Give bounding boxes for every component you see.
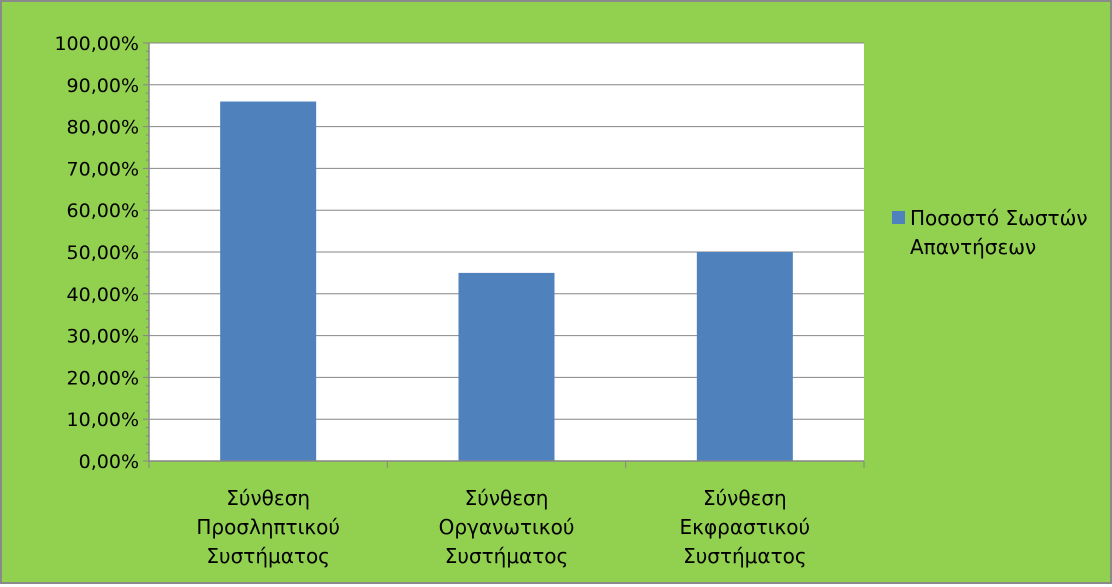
x-category-label: Σύνθεση Οργανωτικού Συστήματος [439,486,575,568]
x-category-label: Σύνθεση Προσληπτικού Συστήματος [196,486,340,568]
y-tick-label: 0,00% [79,451,139,473]
y-tick-label: 100,00% [54,33,139,55]
y-tick-label: 90,00% [67,75,139,97]
bar [220,101,317,462]
y-tick-label: 40,00% [67,284,139,306]
bar [696,252,793,461]
legend-swatch [892,211,905,224]
x-axis-tick-labels: Σύνθεση Προσληπτικού Συστήματος Σύνθεση Οργα… [196,486,810,568]
y-tick-label: 20,00% [67,367,139,389]
y-tick-label: 50,00% [67,242,139,264]
legend-label: Ποσοστό Σωστών Απαντήσεων [910,206,1088,259]
y-tick-label: 10,00% [67,409,139,431]
axes [143,42,865,468]
y-tick-label: 70,00% [67,158,139,180]
y-tick-label: 30,00% [67,326,139,348]
bar [458,272,555,461]
y-axis-tick-labels: 0,00% 10,00% 20,00% 30,00% 40,00% 50,00% 60,00… [54,33,139,473]
x-category-label: Σύνθεση Εκφραστικού Συστήματος [680,486,811,568]
y-tick-label: 80,00% [67,117,139,139]
legend: Ποσοστό Σωστών Απαντήσεων [892,206,1088,259]
bars [220,101,793,462]
y-tick-label: 60,00% [67,200,139,222]
